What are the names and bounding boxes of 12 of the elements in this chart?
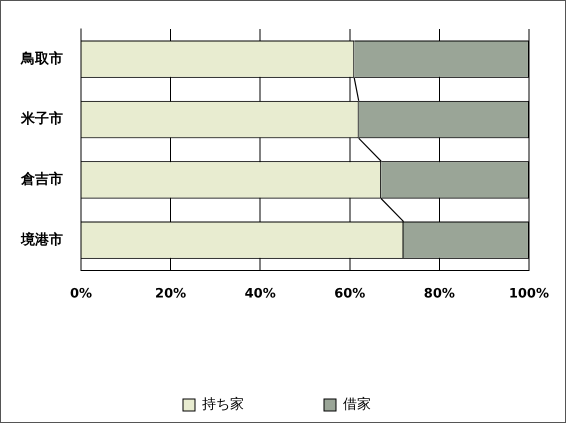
- x-tick-label: 60%: [334, 286, 366, 302]
- legend-label: 持ち家: [202, 396, 244, 413]
- x-tick-label: 80%: [424, 286, 455, 302]
- y-tick-label: 鳥取市: [20, 50, 63, 67]
- x-tick-label: 20%: [155, 286, 186, 302]
- y-tick-label: 境港市: [20, 230, 63, 248]
- legend-label: 借家: [343, 396, 371, 413]
- y-tick-label: 倉吉市: [20, 170, 63, 188]
- x-tick-label: 40%: [244, 286, 276, 302]
- y-tick-label: 米子市: [20, 110, 63, 128]
- x-tick-label: 0%: [70, 286, 92, 302]
- x-tick-label: 100%: [508, 286, 550, 302]
